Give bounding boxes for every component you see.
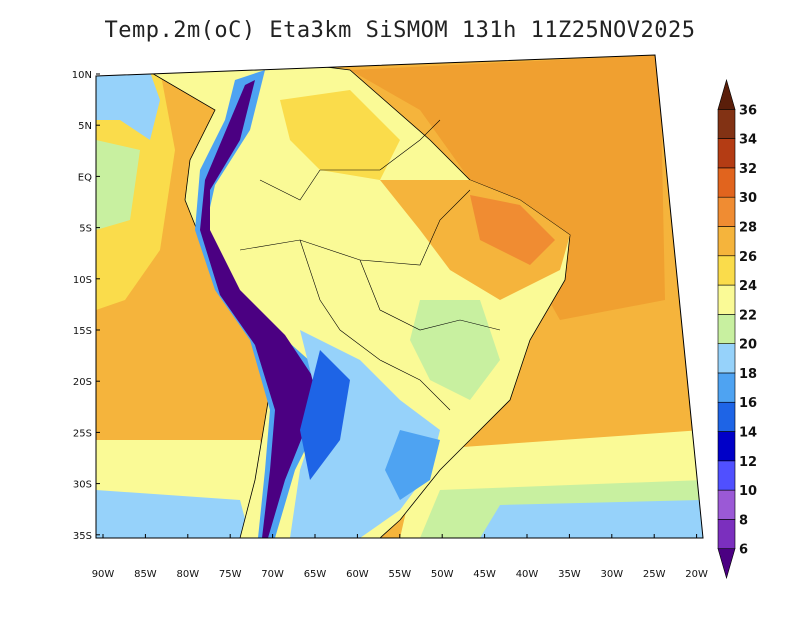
colorbar-segment	[717, 343, 736, 374]
lat-label: 20S	[73, 377, 92, 388]
lon-label: 30W	[600, 569, 623, 580]
colorbar-segment	[717, 431, 736, 462]
colorbar-segment	[717, 314, 736, 344]
amazon-warm	[280, 90, 400, 180]
lat-label: 5N	[78, 121, 92, 132]
colorbar-label: 26	[739, 250, 757, 265]
colorbar-label: 14	[739, 426, 757, 441]
colorbar-segment	[717, 489, 736, 520]
longitude-axis: 90W 85W 80W 75W 70W 65W 60W 55W 50W 45W 40W 35W 30W 2…	[92, 534, 708, 580]
colorbar-label: 36	[739, 103, 757, 118]
colorbar-segment	[717, 226, 736, 257]
lat-label: EQ	[78, 172, 92, 183]
south-pacific-cool	[96, 490, 250, 538]
colorbar-segment	[717, 255, 736, 286]
colorbar-label: 12	[739, 455, 757, 470]
lon-label: 70W	[261, 569, 284, 580]
lon-label: 40W	[516, 569, 539, 580]
lon-label: 75W	[219, 569, 242, 580]
colorbar: 6 8 10 12 14 16 18 20 22 24 26 28 30 32 34 36	[717, 78, 757, 580]
colorbar-segment	[717, 108, 736, 139]
colorbar-segment	[717, 401, 736, 432]
colorbar-label: 18	[739, 367, 757, 382]
lon-label: 45W	[473, 569, 496, 580]
lon-label: 55W	[388, 569, 411, 580]
chaco-cold	[300, 350, 350, 480]
lon-label: 35W	[558, 569, 581, 580]
lat-label: 10S	[73, 275, 92, 286]
colorbar-segment	[717, 284, 736, 315]
pacific-green-patch	[96, 140, 140, 230]
colorbar-label: 10	[739, 484, 757, 499]
colorbar-label: 20	[739, 338, 757, 353]
colorbar-segment	[717, 138, 736, 169]
lat-label: 35S	[73, 531, 92, 542]
country-borders	[239, 119, 501, 411]
colorbar-segment	[717, 460, 736, 491]
lon-label: 60W	[346, 569, 369, 580]
colorbar-label: 6	[739, 543, 748, 558]
colorbar-segment	[717, 519, 736, 550]
central-highlands	[410, 300, 500, 400]
latitude-axis: 10N 5N EQ 5S 10S 15S 20S 25S 30S 35S	[72, 70, 100, 542]
northeast-hot	[470, 195, 555, 265]
colorbar-label: 16	[739, 396, 757, 411]
lon-label: 20W	[685, 569, 708, 580]
map-frame	[95, 54, 704, 539]
colorbar-segment	[717, 167, 736, 198]
lat-label: 30S	[73, 480, 92, 491]
colorbar-label: 22	[739, 308, 757, 323]
lon-label: 85W	[134, 569, 157, 580]
map-field	[96, 55, 703, 538]
map-title: Temp.2m(oC) Eta3km SiSMOM 131h 11Z25NOV2…	[104, 18, 696, 43]
lon-label: 65W	[304, 569, 327, 580]
colorbar-label: 28	[739, 220, 757, 235]
south-brazil-cool	[385, 430, 440, 500]
lat-label: 5S	[79, 224, 92, 235]
warm-atlantic	[350, 55, 665, 320]
andes-coldest	[200, 80, 315, 538]
lat-label: 25S	[73, 428, 92, 439]
lat-label: 10N	[72, 70, 92, 81]
colorbar-segment	[717, 196, 736, 227]
colorbar-segment	[717, 372, 736, 403]
colorbar-label: 24	[739, 279, 757, 294]
pacific-cool	[96, 70, 175, 310]
lon-label: 50W	[431, 569, 454, 580]
lon-label: 90W	[92, 569, 115, 580]
colorbar-label: 32	[739, 162, 757, 177]
lon-label: 25W	[643, 569, 666, 580]
colorbar-segment	[717, 78, 736, 110]
lon-label: 80W	[176, 569, 199, 580]
colorbar-label: 30	[739, 191, 757, 206]
colorbar-segment	[717, 548, 736, 580]
lat-label: 15S	[73, 326, 92, 337]
colorbar-label: 8	[739, 513, 748, 528]
pacific-cold-patch	[96, 72, 160, 140]
colorbar-label: 34	[739, 133, 757, 148]
south-atlantic-cool	[480, 500, 703, 538]
